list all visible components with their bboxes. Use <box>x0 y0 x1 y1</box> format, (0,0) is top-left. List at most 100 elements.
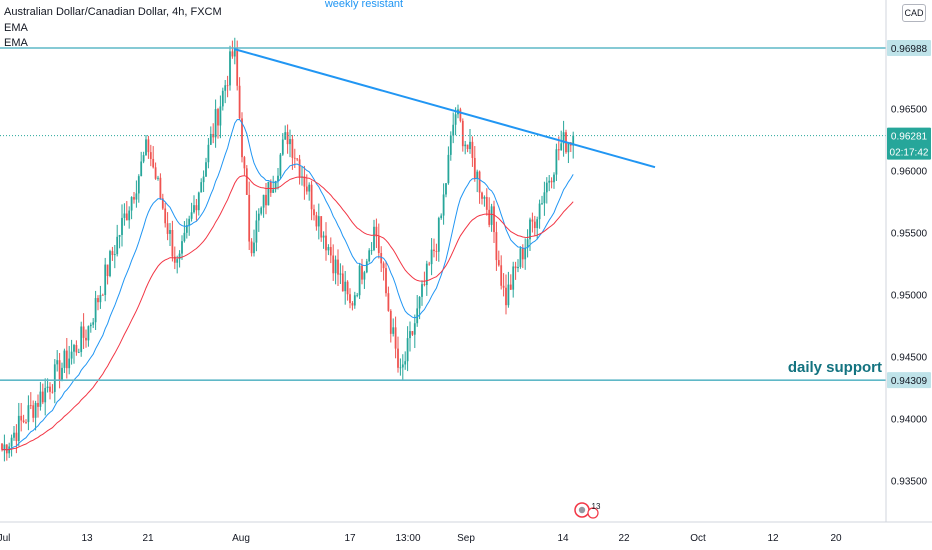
candle-body <box>274 181 277 190</box>
candle-body <box>466 144 469 150</box>
candle-body <box>478 171 481 193</box>
candle-body <box>313 209 315 216</box>
events-badge[interactable]: 13 <box>574 502 601 519</box>
candle-body <box>224 85 227 91</box>
candle-body <box>80 326 83 353</box>
symbol-title[interactable]: Australian Dollar/Canadian Dollar, 4h, F… <box>4 6 222 18</box>
candle-body <box>341 273 344 292</box>
price-tick-label: 0.94500 <box>891 353 928 364</box>
candle-body <box>63 350 66 368</box>
trendline[interactable] <box>233 48 656 169</box>
candle-body <box>94 298 97 323</box>
candle-body <box>188 218 191 226</box>
candle-body <box>509 284 512 290</box>
candle-body <box>178 253 181 260</box>
candle-body <box>238 85 241 119</box>
time-tick-label: 21 <box>142 533 154 544</box>
candle-body <box>332 255 335 274</box>
currency-button[interactable]: CAD <box>902 4 926 22</box>
candle-body <box>377 236 380 254</box>
candle-body <box>517 266 519 269</box>
candle-body <box>512 266 515 290</box>
candle-body <box>473 157 476 179</box>
weekly-resistant-label: weekly resistant <box>324 0 403 10</box>
candle-body <box>195 205 198 211</box>
candle-body <box>20 415 23 421</box>
candle-body <box>85 337 87 341</box>
candle-body <box>572 135 575 146</box>
candle-body <box>61 367 63 381</box>
candle-body <box>430 249 433 265</box>
candle-body <box>75 345 78 353</box>
candle-body <box>327 247 330 251</box>
candle-body <box>77 352 80 353</box>
candle-body <box>159 177 162 199</box>
candle-body <box>113 254 116 256</box>
candle-body <box>322 235 325 238</box>
candle-body <box>485 196 488 210</box>
candle-body <box>89 324 92 327</box>
ema-indicator-1[interactable]: EMA <box>4 22 28 34</box>
candle-body <box>10 437 13 447</box>
candle-body <box>337 259 339 275</box>
ema-fast-line <box>1 118 574 451</box>
ema-layer <box>1 118 574 451</box>
candle-body <box>70 351 73 359</box>
candle-body <box>538 203 541 220</box>
candle-body <box>353 295 356 306</box>
ema-slow-line <box>1 175 574 451</box>
candle-body <box>416 308 419 324</box>
candle-body <box>209 133 212 145</box>
candle-body <box>291 139 294 158</box>
candle-body <box>541 203 543 205</box>
time-tick-label: Sep <box>457 533 475 544</box>
candle-body <box>13 432 15 438</box>
candle-body <box>476 171 479 179</box>
event-flag-icon-2[interactable] <box>587 507 599 519</box>
candle-body <box>536 219 539 229</box>
candle-body <box>293 157 296 159</box>
candle-body <box>190 212 193 219</box>
candle-body <box>548 180 551 183</box>
candle-body <box>231 51 234 57</box>
candle-body <box>255 220 258 243</box>
candle-body <box>449 135 452 155</box>
candle-body <box>181 241 183 254</box>
candle-body <box>241 118 243 158</box>
candle-body <box>250 241 253 254</box>
candle-body <box>505 287 507 306</box>
candle-body <box>281 139 284 155</box>
candle-body <box>545 182 548 193</box>
candle-body <box>109 251 111 277</box>
candle-body <box>433 249 435 251</box>
daily-support-label: daily support <box>788 359 882 376</box>
price-tick-label: 0.93500 <box>891 477 928 488</box>
candle-body <box>464 144 467 147</box>
ema-indicator-2[interactable]: EMA <box>4 37 28 49</box>
candle-body <box>164 208 167 224</box>
candle-body <box>488 209 491 225</box>
candle-body <box>149 152 152 159</box>
candle-body <box>435 250 438 252</box>
candle-body <box>161 198 164 209</box>
candle-body <box>123 213 126 218</box>
price-axis[interactable]: 0.96500 0.96000 0.95500 0.95000 0.94500 0.940… <box>891 105 928 488</box>
candle-body <box>176 259 179 263</box>
time-tick-label: 17 <box>344 533 356 544</box>
candle-body <box>459 109 462 121</box>
candle-body <box>375 226 378 237</box>
candle-body <box>171 230 174 257</box>
candle-body <box>298 159 301 178</box>
candle-body <box>349 294 351 304</box>
candle-body <box>49 386 51 392</box>
candle-body <box>533 221 536 229</box>
price-tick-label: 0.96000 <box>891 167 928 178</box>
candle-body <box>286 132 289 145</box>
candle-body <box>56 360 59 365</box>
event-globe-icon <box>578 506 586 514</box>
time-axis[interactable]: Jul 13 21 Aug 17 13:00 Sep 14 22 Oct 12 20 <box>0 533 842 544</box>
candle-body <box>560 143 563 151</box>
candle-body <box>555 149 558 175</box>
